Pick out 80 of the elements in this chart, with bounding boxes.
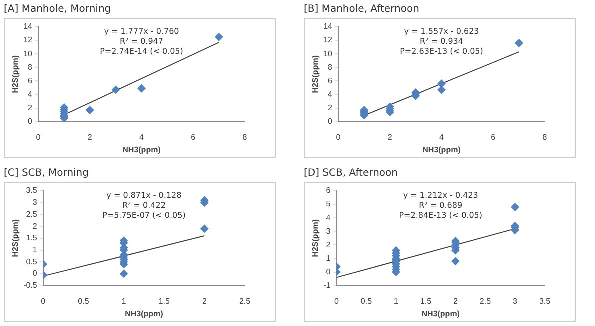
- x-tick-label: 8: [542, 132, 548, 142]
- chart-title: [C] SCB, Morning: [3, 167, 90, 181]
- y-axis-title: H2S(ppm): [311, 219, 320, 258]
- y-tick-label: 2: [326, 240, 332, 250]
- annotation: y = 1.212x - 0.423: [403, 191, 478, 200]
- x-tick-label: 2: [388, 132, 393, 142]
- y-tick-label: 3: [32, 198, 38, 208]
- y-tick-label: 12: [24, 36, 34, 45]
- annotation: P=2.63E-13 (< 0.05): [400, 47, 484, 56]
- y-tick-label: 4: [28, 90, 34, 99]
- x-tick-label: 0.5: [360, 296, 373, 306]
- x-tick-label: 6: [191, 132, 196, 142]
- annotation: P=5.75E-07 (< 0.05): [102, 211, 186, 220]
- annotation: y = 0.871x - 0.128: [106, 191, 182, 200]
- y-tick-label: 14: [24, 22, 34, 32]
- y-tick-label: 6: [326, 186, 332, 196]
- x-tick-label: 0: [41, 296, 46, 306]
- chart-title: [D] SCB, Afternoon: [303, 167, 399, 181]
- x-tick-label: 3: [513, 296, 518, 306]
- x-tick-label: 2: [454, 296, 459, 306]
- y-tick-label: 6: [328, 76, 334, 86]
- y-tick-label: 2: [32, 222, 38, 231]
- y-tick-label: 3.5: [26, 186, 38, 196]
- annotation: R² = 0.689: [419, 201, 463, 210]
- y-tick-label: 8: [28, 62, 34, 72]
- annotation: R² = 0.947: [120, 37, 164, 46]
- x-axis-title: NH3(ppm): [422, 309, 460, 318]
- annotation: y = 1.557x - 0.623: [404, 27, 480, 36]
- x-tick-label: 0: [334, 296, 340, 306]
- y-tick-label: 1: [326, 254, 332, 263]
- y-axis-title: H2S(ppm): [11, 55, 20, 94]
- x-tick-label: 3.5: [539, 296, 552, 306]
- x-axis-title: NH3(ppm): [422, 145, 462, 154]
- x-tick-label: 0: [336, 132, 342, 142]
- x-axis-title: NH3(ppm): [122, 145, 162, 154]
- y-tick-label: 3: [326, 226, 332, 236]
- y-tick-label: 2: [28, 103, 34, 112]
- annotation: R² = 0.422: [122, 201, 166, 210]
- annotation: P=2.74E-14 (< 0.05): [100, 47, 184, 56]
- y-tick-label: 2.5: [26, 210, 38, 219]
- annotation: P=2.84E-13 (< 0.05): [399, 211, 483, 220]
- y-tick-label: 4: [326, 213, 332, 222]
- y-axis-title: H2S(ppm): [311, 55, 320, 94]
- x-tick-label: 4: [440, 132, 445, 142]
- x-tick-label: 1.5: [420, 296, 432, 306]
- x-tick-label: 0.5: [78, 296, 90, 306]
- y-tick-label: 14: [324, 22, 334, 32]
- y-tick-label: 8: [328, 62, 334, 72]
- y-tick-label: 6: [28, 76, 34, 86]
- x-tick-label: 4: [140, 132, 145, 142]
- x-tick-label: 1: [122, 296, 127, 306]
- y-tick-label: 10: [24, 49, 34, 58]
- x-tick-label: 8: [242, 132, 248, 142]
- x-tick-label: 2: [88, 132, 93, 142]
- chart-title: [B] Manhole, Afternoon: [303, 3, 420, 17]
- y-tick-label: 1.5: [26, 234, 38, 243]
- x-tick-label: 2: [202, 296, 208, 306]
- y-tick-label: 0: [328, 117, 334, 126]
- y-tick-label: 10: [324, 49, 334, 58]
- annotation: R² = 0.934: [420, 37, 464, 46]
- x-tick-label: 1: [394, 296, 399, 306]
- y-tick-label: 2: [328, 103, 334, 112]
- y-tick-label: 12: [324, 36, 334, 45]
- y-axis-title: H2S(ppm): [11, 219, 20, 258]
- y-tick-label: 1: [32, 245, 38, 254]
- y-tick-label: -1: [324, 281, 332, 290]
- x-tick-label: 1.5: [158, 296, 170, 306]
- y-tick-label: 0.5: [26, 257, 38, 266]
- x-tick-label: 6: [491, 132, 496, 142]
- y-tick-label: 0: [326, 267, 332, 276]
- annotation: y = 1.777x - 0.760: [104, 27, 180, 36]
- y-tick-label: 0: [28, 117, 34, 126]
- x-tick-label: 2.5: [480, 296, 492, 306]
- y-tick-label: 5: [326, 200, 332, 209]
- y-tick-label: 4: [328, 90, 334, 99]
- x-axis-title: NH3(ppm): [125, 309, 164, 318]
- y-tick-label: -0.5: [24, 281, 38, 290]
- x-tick-label: 2.5: [239, 296, 252, 306]
- chart-title: [A] Manhole, Morning: [3, 3, 112, 17]
- y-tick-label: 0: [32, 269, 38, 278]
